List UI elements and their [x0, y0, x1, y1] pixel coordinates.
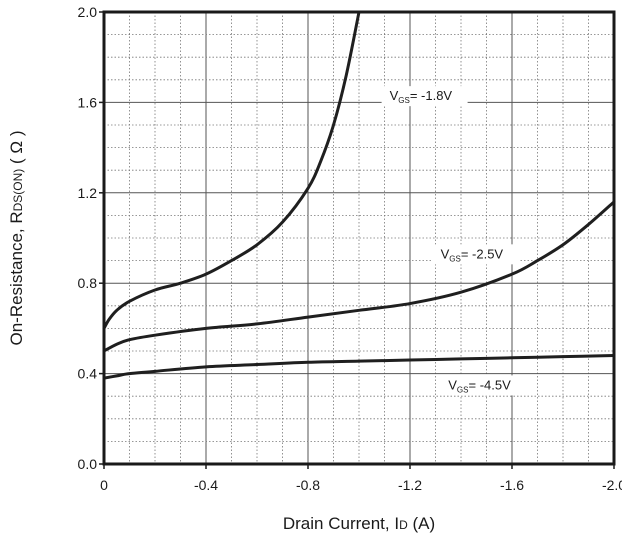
x-tick-label: -1.2 — [398, 477, 422, 493]
x-tick-label: -2.0 — [602, 477, 622, 493]
curve-label-subscript: GS — [449, 254, 461, 263]
curve-label-subscript: GS — [398, 96, 410, 105]
curve-label-3: VGS= -4.5V — [448, 377, 511, 394]
y-tick-label: 1.6 — [78, 94, 98, 110]
curve-label-symbol: V — [448, 377, 457, 392]
ticks: 0 -0.4 -0.8 -1.2 -1.6 -2.0 0.0 0.4 0.8 1.2 1.6 2.0 — [78, 4, 622, 493]
curves — [102, 10, 616, 380]
x-axis-title: Drain Current, ID (A) — [283, 514, 435, 533]
x-axis-title-main: Drain Current, I — [283, 514, 399, 533]
y-tick-label: 0.4 — [78, 366, 98, 382]
x-tick-label: 0 — [100, 477, 108, 493]
curve-label-1: VGS= -1.8V — [390, 88, 453, 105]
curve-label-value: = -1.8V — [410, 88, 453, 103]
curve-label-background — [432, 244, 519, 265]
curve-label-symbol: V — [441, 246, 450, 261]
x-axis-title-sub: D — [399, 518, 408, 532]
curve-label-subscript: GS — [457, 385, 469, 394]
y-axis-title-unit: ( Ω ) — [7, 130, 26, 168]
series-line-3 — [102, 354, 616, 380]
curve-label-2: VGS= -2.5V — [441, 246, 504, 263]
x-tick-label: -0.4 — [194, 477, 218, 493]
y-tick-label: 0.0 — [78, 456, 98, 472]
series-line-2 — [102, 200, 616, 353]
curve-label-background — [440, 375, 527, 396]
plot-frame — [102, 10, 616, 466]
curve-label-symbol: V — [390, 88, 399, 103]
series-line-1 — [102, 10, 361, 330]
y-tick-label: 2.0 — [78, 4, 98, 20]
curve-label-value: = -4.5V — [468, 377, 511, 392]
y-axis-title: On-Resistance, RDS(ON) ( Ω ) — [7, 130, 26, 345]
curve-label-value: = -2.5V — [461, 246, 504, 261]
x-tick-label: -0.8 — [296, 477, 320, 493]
y-tick-label: 0.8 — [78, 275, 98, 291]
curve-label-background — [381, 86, 468, 107]
y-tick-label: 1.2 — [78, 185, 98, 201]
y-axis-title-sub: DS(ON) — [11, 169, 25, 212]
x-tick-label: -1.6 — [500, 477, 524, 493]
y-axis-title-main: On-Resistance, R — [7, 211, 26, 345]
x-axis-title-unit: (A) — [408, 514, 435, 533]
